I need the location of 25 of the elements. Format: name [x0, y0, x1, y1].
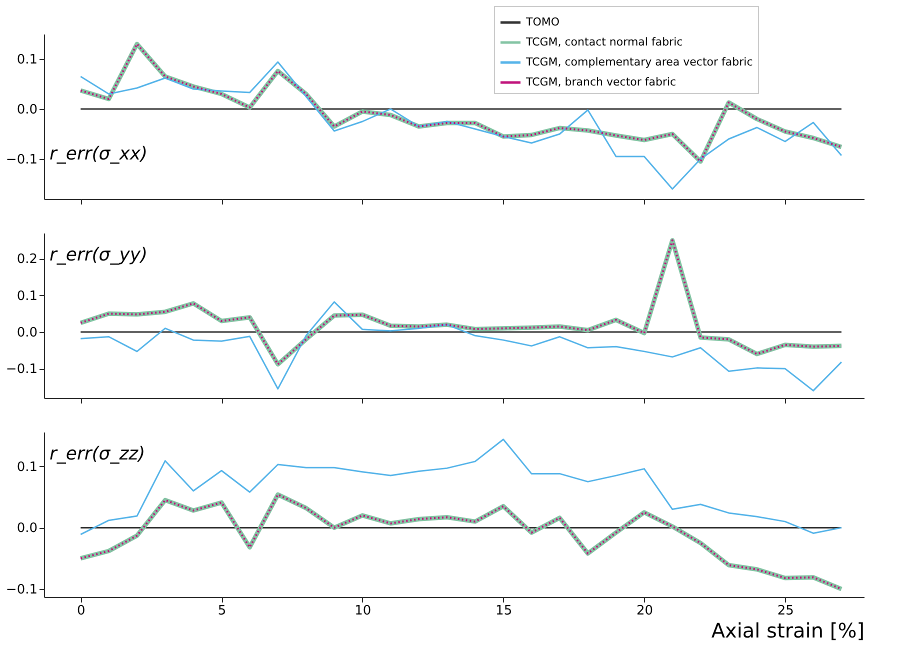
y-tick-label: 0.1 — [16, 52, 38, 68]
x-tick-label: 20 — [636, 604, 653, 618]
y-tick-label: 0.0 — [16, 326, 38, 340]
legend-label: TOMO — [525, 16, 560, 28]
y-axis-title: r_err(σ_zz) — [50, 444, 146, 464]
legend-label: TCGM, branch vector fabric — [525, 76, 676, 88]
line-series — [80, 301, 842, 392]
x-tick-label: 15 — [496, 604, 512, 618]
x-tick-label: 5 — [218, 604, 226, 618]
y-tick-label: −0.1 — [6, 152, 38, 168]
y-tick-label: −0.1 — [6, 582, 38, 598]
y-tick-label: 0.1 — [16, 460, 38, 475]
x-tick-label: 25 — [777, 604, 794, 618]
legend-label: TCGM, complementary area vector fabric — [525, 56, 753, 68]
y-tick-label: 0.1 — [16, 288, 38, 304]
x-axis-title: Axial strain [%] — [711, 618, 864, 642]
y-axis-title: r_err(σ_xx) — [50, 144, 148, 164]
y-axis-title: r_err(σ_yy) — [50, 244, 148, 266]
legend-label: TCGM, contact normal fabric — [525, 36, 683, 48]
y-tick-label: 0.0 — [16, 102, 38, 118]
x-tick-label: 0 — [76, 604, 86, 618]
y-tick-label: 0.2 — [16, 252, 38, 268]
x-tick-label: 10 — [354, 604, 372, 618]
y-tick-label: 0.0 — [16, 521, 38, 536]
y-tick-label: −0.1 — [6, 362, 38, 378]
